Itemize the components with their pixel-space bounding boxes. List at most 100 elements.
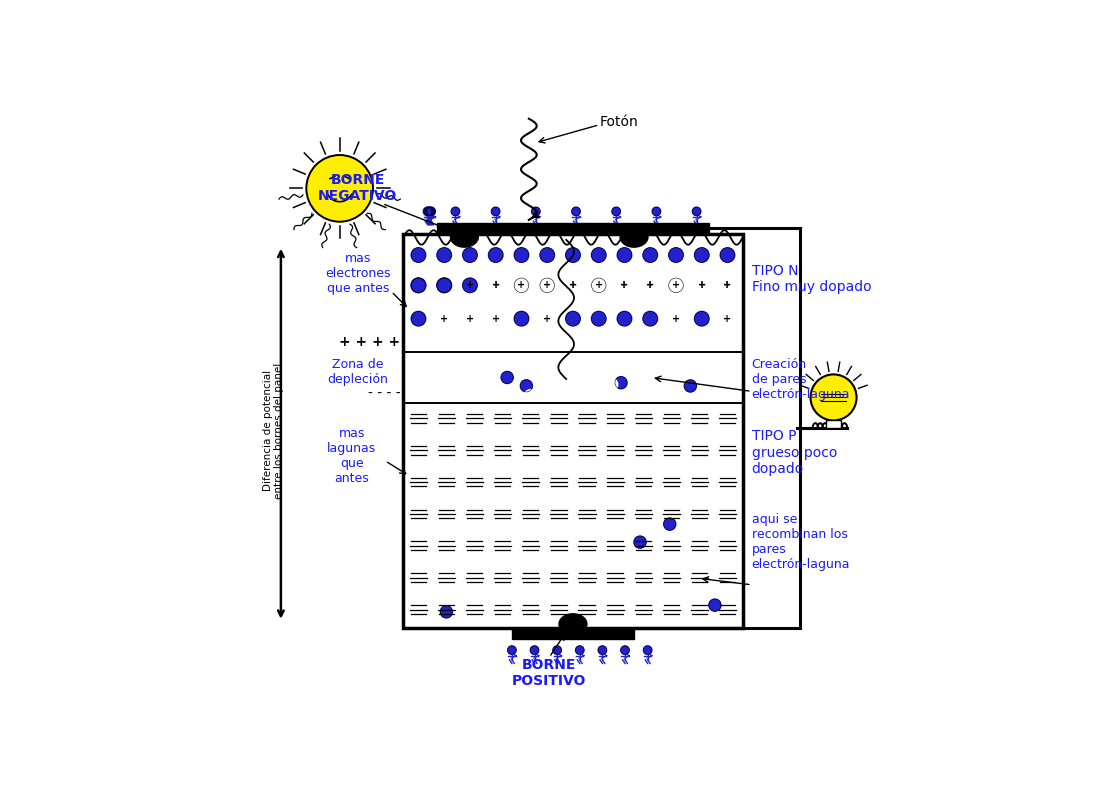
Circle shape — [514, 248, 529, 262]
Circle shape — [515, 537, 531, 552]
Text: +: + — [723, 280, 731, 290]
Circle shape — [645, 547, 661, 563]
Circle shape — [669, 248, 683, 262]
Circle shape — [486, 541, 502, 556]
Text: Creación
de pares
electrón-laguna: Creación de pares electrón-laguna — [751, 358, 851, 401]
Circle shape — [437, 504, 456, 523]
Circle shape — [653, 471, 669, 486]
Circle shape — [645, 486, 661, 503]
Circle shape — [521, 441, 540, 460]
Circle shape — [436, 310, 453, 327]
Circle shape — [463, 278, 477, 293]
Circle shape — [465, 363, 484, 382]
Text: +: + — [698, 280, 705, 290]
Circle shape — [577, 536, 597, 556]
Circle shape — [465, 472, 484, 492]
Circle shape — [508, 646, 517, 654]
Text: +: + — [620, 280, 628, 290]
Circle shape — [718, 342, 737, 362]
Circle shape — [530, 646, 539, 654]
Circle shape — [493, 600, 512, 619]
Circle shape — [720, 248, 735, 262]
Circle shape — [659, 589, 674, 605]
Circle shape — [653, 497, 670, 513]
Circle shape — [617, 248, 632, 262]
Circle shape — [493, 472, 512, 492]
Circle shape — [606, 441, 625, 460]
Text: mas
electrones
que antes: mas electrones que antes — [325, 252, 390, 295]
Circle shape — [520, 380, 532, 392]
Text: TIPO P
grueso poco
dopado: TIPO P grueso poco dopado — [751, 430, 837, 476]
Text: +: + — [466, 280, 474, 290]
Circle shape — [521, 504, 540, 523]
Circle shape — [718, 504, 737, 523]
Circle shape — [690, 504, 709, 523]
Circle shape — [606, 342, 625, 362]
Circle shape — [501, 371, 513, 383]
Circle shape — [591, 312, 606, 326]
Circle shape — [549, 472, 569, 492]
Circle shape — [487, 310, 504, 327]
Circle shape — [566, 312, 580, 326]
Circle shape — [674, 521, 690, 537]
Circle shape — [540, 278, 555, 293]
Text: +: + — [569, 280, 577, 290]
Circle shape — [690, 600, 709, 619]
Circle shape — [557, 423, 572, 439]
Circle shape — [437, 278, 452, 293]
Circle shape — [452, 207, 459, 216]
Circle shape — [617, 312, 632, 326]
Circle shape — [577, 363, 597, 382]
Text: +: + — [595, 280, 603, 290]
Circle shape — [634, 600, 653, 619]
Circle shape — [671, 419, 686, 435]
Circle shape — [662, 504, 681, 523]
Circle shape — [718, 536, 737, 556]
Circle shape — [549, 600, 569, 619]
Circle shape — [690, 536, 709, 556]
Circle shape — [411, 278, 426, 293]
Circle shape — [634, 342, 653, 362]
Circle shape — [634, 504, 653, 523]
Circle shape — [667, 277, 684, 294]
Circle shape — [718, 472, 737, 492]
Circle shape — [634, 472, 653, 492]
Text: +: + — [646, 280, 654, 290]
Circle shape — [565, 277, 581, 294]
Text: +: + — [543, 280, 551, 290]
Circle shape — [409, 504, 428, 523]
Circle shape — [427, 207, 435, 216]
Circle shape — [718, 568, 737, 587]
Text: Zona de
depleción: Zona de depleción — [328, 358, 388, 386]
Circle shape — [465, 408, 484, 428]
Circle shape — [489, 248, 503, 262]
Circle shape — [549, 536, 569, 556]
Circle shape — [426, 207, 435, 216]
Circle shape — [521, 382, 540, 402]
Text: +: + — [569, 280, 577, 290]
Circle shape — [437, 363, 456, 382]
Circle shape — [549, 504, 569, 523]
Circle shape — [465, 342, 484, 362]
Circle shape — [514, 312, 529, 326]
Circle shape — [606, 382, 625, 402]
Circle shape — [664, 518, 675, 530]
Circle shape — [700, 456, 716, 472]
Circle shape — [409, 363, 428, 382]
Circle shape — [719, 277, 736, 294]
Circle shape — [634, 536, 646, 549]
Circle shape — [606, 568, 625, 587]
Circle shape — [634, 536, 653, 556]
Circle shape — [618, 412, 634, 428]
Circle shape — [620, 646, 629, 654]
Circle shape — [577, 408, 597, 428]
Circle shape — [411, 278, 426, 293]
Circle shape — [539, 277, 556, 294]
Circle shape — [659, 519, 674, 535]
Circle shape — [475, 482, 491, 497]
Circle shape — [562, 556, 578, 571]
Circle shape — [683, 497, 699, 512]
Circle shape — [425, 207, 434, 216]
Text: +: + — [723, 280, 731, 290]
Circle shape — [555, 517, 570, 533]
